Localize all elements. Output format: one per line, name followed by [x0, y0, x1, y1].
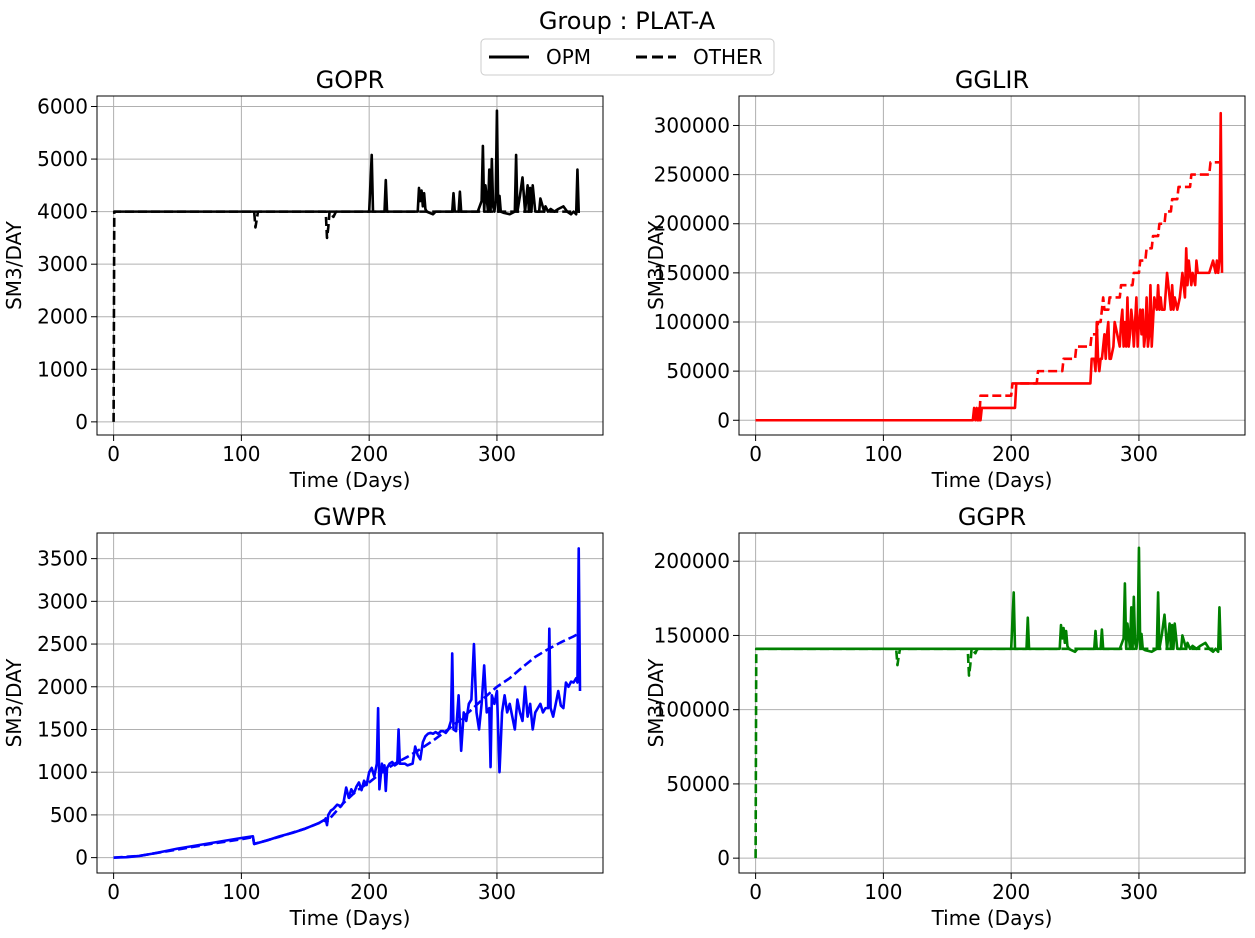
x-tick-label: 300	[1120, 442, 1158, 466]
y-tick-label: 0	[75, 846, 88, 870]
y-tick-label: 150000	[654, 261, 730, 285]
y-tick-label: 100000	[654, 310, 730, 334]
y-tick-label: 0	[75, 410, 88, 434]
panel-gopr: 0 100 200 3000100020003000400050006000GOPRT…	[2, 66, 604, 492]
y-tick-label: 500	[50, 803, 88, 827]
figure-title: Group : PLAT-A	[539, 7, 716, 35]
plot-frame	[96, 532, 604, 874]
x-axis-label: Time (Days)	[289, 906, 411, 930]
x-tick-label: 300	[1120, 880, 1158, 904]
y-axis-label: SM3/DAY	[2, 220, 26, 310]
x-tick-label: 200	[350, 442, 388, 466]
plot-frame	[96, 95, 604, 436]
x-tick-label: 200	[992, 442, 1030, 466]
y-tick-label: 4000	[37, 200, 88, 224]
y-tick-label: 3500	[37, 547, 88, 571]
y-tick-label: 200000	[654, 212, 730, 236]
panel-title: GGPR	[958, 503, 1026, 531]
y-axis-label: SM3/DAY	[644, 658, 668, 748]
x-tick-label: 300	[478, 880, 516, 904]
y-tick-label: 0	[717, 846, 730, 870]
x-tick-label: 0	[107, 442, 120, 466]
plot-frame	[738, 532, 1246, 874]
plot-frame	[738, 95, 1246, 436]
y-tick-label: 2000	[37, 675, 88, 699]
panel-title: GGLIR	[955, 66, 1029, 94]
x-tick-label: 100	[222, 442, 260, 466]
series-opm-line	[113, 109, 581, 216]
panel-title: GOPR	[316, 66, 385, 94]
y-tick-label: 5000	[37, 147, 88, 171]
y-tick-label: 50000	[666, 772, 730, 796]
y-tick-label: 3000	[37, 252, 88, 276]
series-other-line	[113, 631, 581, 859]
panels: 0 100 200 3000100020003000400050006000GOPRT…	[2, 66, 1246, 930]
y-tick-label: 2500	[37, 632, 88, 656]
x-tick-label: 300	[478, 442, 516, 466]
x-axis-label: Time (Days)	[289, 468, 411, 492]
series-opm-line	[113, 547, 582, 859]
x-tick-label: 200	[992, 880, 1030, 904]
x-tick-label: 100	[864, 442, 902, 466]
panel-title: GWPR	[313, 503, 386, 531]
series-other-line	[755, 161, 1220, 422]
x-tick-label: 0	[749, 880, 762, 904]
x-tick-label: 0	[749, 442, 762, 466]
series-other-line	[754, 647, 1222, 859]
y-tick-label: 150000	[654, 623, 730, 647]
legend-label-other: OTHER	[693, 45, 763, 69]
y-tick-label: 1500	[37, 717, 88, 741]
y-tick-label: 300000	[654, 113, 730, 137]
x-tick-label: 0	[107, 880, 120, 904]
y-tick-label: 250000	[654, 163, 730, 187]
series-opm-line	[755, 111, 1224, 422]
y-tick-label: 200000	[654, 549, 730, 573]
y-axis-label: SM3/DAY	[644, 220, 668, 310]
y-tick-label: 3000	[37, 589, 88, 613]
x-axis-label: Time (Days)	[931, 468, 1053, 492]
series-opm-line	[755, 546, 1223, 654]
legend-frame	[480, 38, 775, 76]
y-tick-label: 1000	[37, 760, 88, 784]
y-tick-label: 2000	[37, 305, 88, 329]
panel-ggpr: 0 100 200 300 0 50000 100000 150000 200000 GGPR Ti…	[644, 503, 1246, 930]
x-axis-label: Time (Days)	[931, 906, 1053, 930]
y-tick-label: 1000	[37, 357, 88, 381]
y-tick-label: 6000	[37, 95, 88, 119]
legend: OPM OTHER	[480, 38, 775, 76]
series-other-line	[112, 210, 580, 422]
y-axis-label: SM3/DAY	[2, 658, 26, 748]
panel-gglir: 0 100 200 300 0 50000 100000 150000 200000 250000…	[644, 66, 1246, 492]
x-tick-label: 100	[864, 880, 902, 904]
x-tick-label: 100	[222, 880, 260, 904]
panel-gwpr: 0 100 200 3000500100015002000250030003500GW…	[2, 503, 604, 930]
y-tick-label: 0	[717, 408, 730, 432]
y-tick-label: 50000	[666, 359, 730, 383]
legend-label-opm: OPM	[546, 45, 591, 69]
y-tick-label: 100000	[654, 698, 730, 722]
x-tick-label: 200	[350, 880, 388, 904]
